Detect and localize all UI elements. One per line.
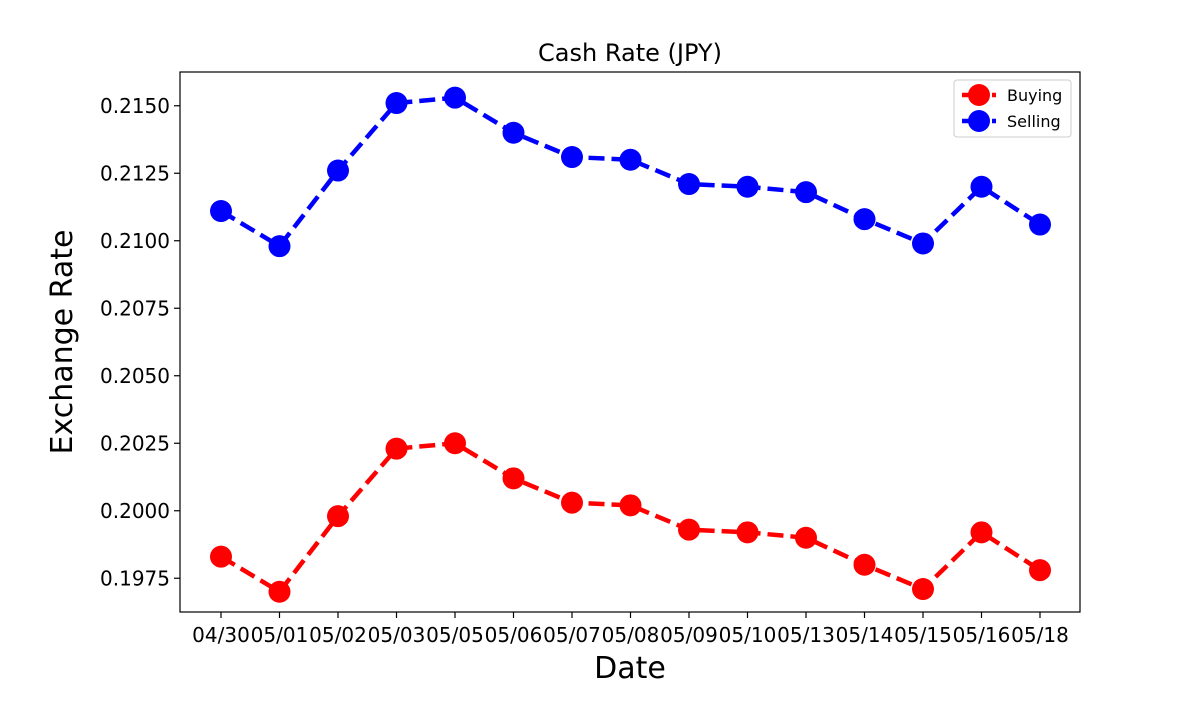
- x-axis-ticks: 04/30 05/01 05/02 05/03 05/05 05/06 05/07 05/08…: [192, 612, 1069, 647]
- selling-point: [327, 159, 349, 182]
- x-tick-label: 05/09: [660, 623, 718, 647]
- selling-point: [502, 121, 525, 144]
- selling-point: [210, 200, 232, 223]
- x-tick-label: 05/02: [309, 623, 367, 647]
- x-tick-label: 05/15: [894, 623, 952, 647]
- buying-point: [853, 553, 876, 576]
- x-tick-label: 05/07: [543, 623, 601, 647]
- selling-point: [1029, 213, 1051, 236]
- x-tick-label: 05/13: [777, 623, 835, 647]
- selling-point: [619, 148, 642, 171]
- buying-point: [385, 437, 408, 460]
- legend-item-selling: Selling: [962, 110, 1061, 132]
- buying-point: [619, 494, 642, 517]
- x-tick-label: 05/18: [1011, 623, 1069, 647]
- x-axis-title: Date: [594, 651, 666, 686]
- y-axis-title: Exchange Rate: [45, 230, 80, 455]
- buying-series: [210, 432, 1051, 603]
- y-tick-label: 0.2150: [100, 94, 170, 118]
- chart-title: Cash Rate (JPY): [538, 39, 722, 67]
- y-tick-label: 0.2000: [100, 499, 170, 523]
- buying-point: [561, 491, 583, 514]
- buying-point: [678, 518, 700, 541]
- selling-point: [912, 232, 934, 255]
- x-tick-label: 05/08: [602, 623, 660, 647]
- y-tick-label: 0.2050: [100, 364, 170, 388]
- selling-point: [268, 235, 291, 258]
- selling-point: [795, 181, 817, 204]
- buying-point: [795, 526, 817, 549]
- selling-point: [678, 173, 700, 196]
- selling-line: [219, 95, 1042, 249]
- selling-point: [561, 146, 583, 169]
- y-tick-label: 0.1975: [100, 566, 170, 590]
- x-tick-label: 05/03: [368, 623, 426, 647]
- series-layer: [210, 86, 1051, 603]
- x-tick-label: 05/10: [719, 623, 777, 647]
- x-tick-label: 05/06: [485, 623, 543, 647]
- buying-point: [1029, 559, 1051, 582]
- legend-item-buying: Buying: [962, 84, 1062, 106]
- buying-point: [736, 521, 759, 544]
- x-tick-label: 05/14: [836, 623, 894, 647]
- legend-label-buying: Buying: [1007, 86, 1062, 105]
- selling-point: [385, 92, 408, 115]
- selling-point: [853, 208, 876, 231]
- y-tick-label: 0.2100: [100, 229, 170, 253]
- selling-point: [444, 86, 466, 109]
- buying-point: [210, 545, 232, 568]
- buying-point: [912, 578, 934, 601]
- buying-point: [970, 521, 993, 544]
- legend-marker-selling: [968, 110, 990, 132]
- y-tick-label: 0.2125: [100, 161, 170, 185]
- x-tick-label: 05/16: [953, 623, 1011, 647]
- selling-point: [736, 175, 759, 198]
- y-tick-label: 0.2025: [100, 431, 170, 455]
- buying-point: [502, 467, 525, 490]
- buying-point: [444, 432, 466, 455]
- legend-marker-buying: [968, 84, 990, 106]
- x-tick-label: 05/05: [426, 623, 484, 647]
- buying-point: [268, 580, 291, 603]
- x-tick-label: 05/01: [251, 623, 309, 647]
- y-axis-ticks: 0.1975 0.2000 0.2025 0.2050 0.2075 0.2100 0.21…: [100, 94, 180, 590]
- legend: Buying Selling: [953, 79, 1072, 138]
- buying-line: [219, 441, 1042, 594]
- selling-series: [210, 86, 1051, 258]
- buying-point: [327, 505, 349, 528]
- x-tick-label: 04/30: [192, 623, 250, 647]
- selling-point: [970, 175, 993, 198]
- y-tick-label: 0.2075: [100, 296, 170, 320]
- legend-label-selling: Selling: [1007, 112, 1061, 131]
